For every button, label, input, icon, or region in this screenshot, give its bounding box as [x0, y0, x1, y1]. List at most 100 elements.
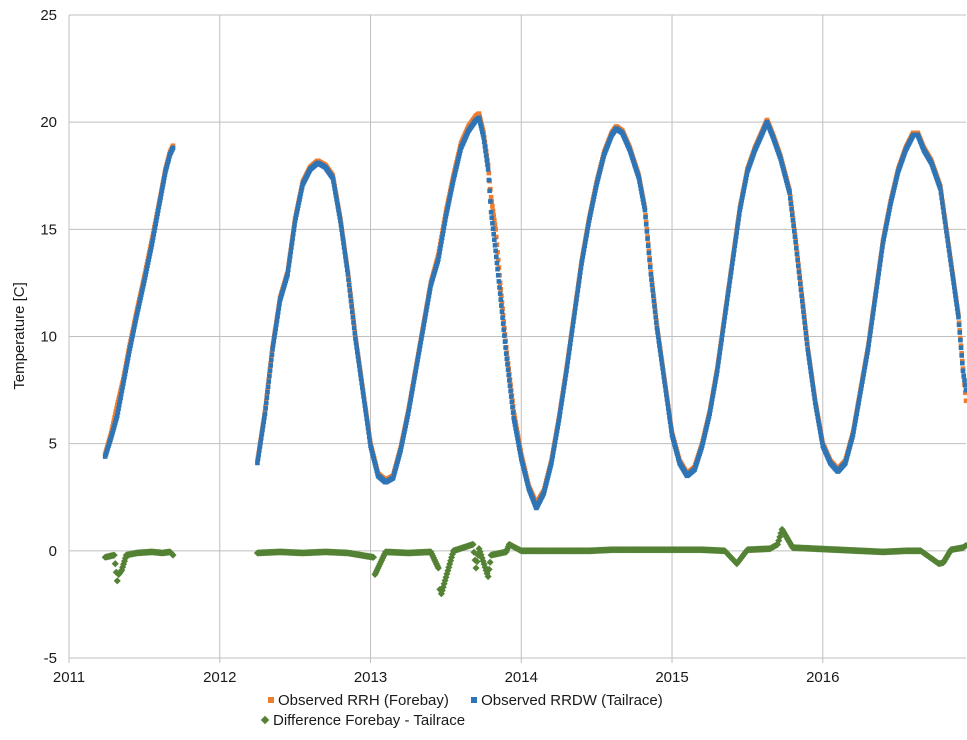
point-tailrace	[670, 437, 676, 443]
series-forebay	[102, 111, 967, 506]
point-tailrace	[711, 389, 716, 395]
point-tailrace	[778, 158, 784, 164]
point-tailrace	[819, 439, 825, 445]
point-tailrace	[150, 238, 155, 244]
point-tailrace	[713, 379, 718, 384]
point-tailrace	[699, 443, 705, 449]
point-tailrace	[111, 425, 117, 431]
point-tailrace	[649, 277, 654, 283]
point-tailrace	[590, 200, 596, 205]
point-tailrace	[793, 239, 798, 245]
point-tailrace	[860, 379, 865, 384]
point-tailrace	[349, 304, 354, 309]
point-tailrace	[949, 267, 955, 272]
point-tailrace	[853, 414, 859, 420]
point-tailrace	[258, 440, 263, 445]
point-tailrace	[130, 330, 136, 336]
point-tailrace	[950, 272, 955, 277]
point-tailrace	[263, 400, 269, 406]
point-tailrace	[515, 436, 520, 441]
point-tailrace	[856, 397, 862, 402]
point-tailrace	[666, 410, 672, 416]
point-tailrace	[128, 343, 133, 348]
point-tailrace	[412, 372, 418, 377]
point-tailrace	[170, 145, 176, 151]
point-tailrace	[436, 257, 441, 262]
point-tailrace	[290, 236, 295, 241]
point-tailrace	[652, 309, 658, 315]
point-tailrace	[735, 221, 741, 226]
point-tailrace	[863, 361, 868, 366]
point-tailrace	[948, 262, 954, 268]
point-tailrace	[950, 276, 956, 281]
point-difference	[469, 540, 477, 548]
point-tailrace	[558, 405, 564, 411]
point-tailrace	[707, 411, 713, 416]
point-tailrace	[953, 297, 959, 303]
point-tailrace	[275, 310, 281, 315]
point-tailrace	[789, 212, 795, 218]
point-tailrace	[723, 310, 728, 316]
point-tailrace	[439, 239, 444, 244]
point-tailrace	[946, 243, 951, 249]
point-tailrace	[851, 429, 856, 434]
point-tailrace	[488, 209, 494, 215]
point-tailrace	[730, 256, 736, 262]
point-tailrace	[512, 419, 517, 424]
point-tailrace	[135, 309, 140, 315]
point-tailrace	[676, 458, 682, 463]
point-tailrace	[561, 389, 566, 394]
point-tailrace	[802, 325, 808, 331]
point-tailrace	[161, 175, 167, 181]
point-tailrace	[956, 322, 962, 328]
point-tailrace	[877, 266, 882, 272]
point-tailrace	[165, 161, 170, 167]
point-tailrace	[566, 350, 572, 356]
point-tailrace	[330, 175, 336, 181]
point-tailrace	[158, 194, 163, 200]
point-tailrace	[144, 266, 150, 271]
point-tailrace	[959, 353, 964, 358]
point-tailrace	[343, 258, 349, 264]
point-tailrace	[572, 305, 578, 311]
point-tailrace	[483, 148, 488, 154]
point-tailrace	[371, 458, 377, 464]
point-tailrace	[801, 314, 807, 320]
point-tailrace	[351, 320, 356, 325]
point-tailrace	[577, 274, 582, 280]
point-tailrace	[450, 180, 456, 186]
point-tailrace	[939, 195, 945, 201]
point-tailrace	[652, 304, 657, 309]
point-forebay	[492, 217, 497, 223]
point-tailrace	[736, 212, 742, 217]
point-tailrace	[448, 189, 454, 195]
point-tailrace	[490, 220, 495, 226]
point-tailrace	[738, 201, 744, 206]
point-tailrace	[344, 263, 349, 268]
point-tailrace	[344, 267, 350, 273]
point-tailrace	[801, 309, 806, 315]
point-tailrace	[873, 293, 878, 299]
point-tailrace	[256, 452, 262, 458]
point-tailrace	[818, 432, 824, 438]
point-tailrace	[360, 389, 366, 395]
point-tailrace	[112, 420, 118, 426]
point-tailrace	[446, 198, 452, 204]
point-tailrace	[495, 272, 501, 278]
point-tailrace	[145, 260, 151, 265]
point-tailrace	[638, 186, 644, 191]
point-tailrace	[264, 395, 270, 400]
point-tailrace	[706, 416, 711, 422]
point-tailrace	[458, 148, 463, 153]
point-tailrace	[960, 368, 966, 374]
point-tailrace	[368, 443, 373, 449]
point-tailrace	[295, 206, 300, 211]
point-tailrace	[732, 243, 738, 249]
point-tailrace	[807, 360, 812, 366]
point-tailrace	[563, 372, 569, 378]
point-tailrace	[578, 265, 584, 271]
point-tailrace	[356, 363, 362, 368]
point-tailrace	[523, 473, 528, 479]
point-tailrace	[731, 247, 737, 253]
point-tailrace	[131, 327, 136, 333]
